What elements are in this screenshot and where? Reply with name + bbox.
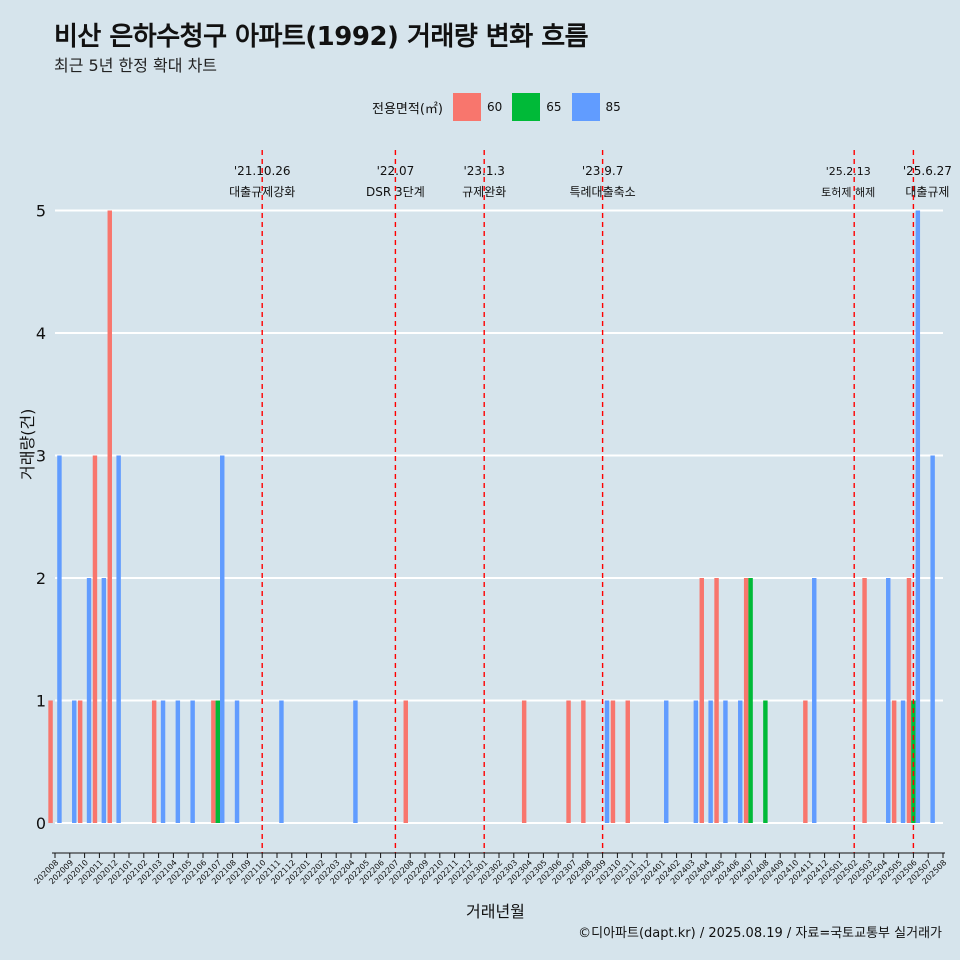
bar-85-202009 bbox=[72, 700, 77, 823]
bar-60-202103 bbox=[151, 700, 157, 823]
bar-85-202405 bbox=[723, 700, 728, 823]
legend-swatch-85 bbox=[571, 93, 600, 121]
event-date-label: '21.10.26 bbox=[234, 164, 291, 178]
bar-60-202310 bbox=[610, 700, 616, 823]
bar-85-202505 bbox=[900, 700, 906, 823]
chart-subtitle: 최근 5년 한정 확대 차트 bbox=[54, 56, 218, 75]
bar-85-202105 bbox=[190, 700, 195, 823]
bar-85-202111 bbox=[279, 700, 284, 823]
bar-60-202107 bbox=[211, 700, 216, 823]
bar-85-202008 bbox=[57, 455, 62, 823]
event-date-label: '22.07 bbox=[377, 164, 415, 178]
y-tick-label: 4 bbox=[36, 324, 46, 343]
legend-swatch-60 bbox=[452, 93, 481, 121]
legend-item-65: 65 bbox=[512, 93, 562, 121]
bar-85-202403 bbox=[693, 700, 699, 823]
x-axis-label: 거래년월 bbox=[466, 902, 525, 921]
event-name-label: 대출규제강화 bbox=[229, 185, 295, 199]
bar-85-202012 bbox=[116, 455, 121, 823]
bar-85-202507 bbox=[930, 455, 935, 823]
event-name-label: DSR 3단계 bbox=[366, 185, 425, 199]
bar-60-202506 bbox=[906, 578, 912, 823]
legend: 전용면적(㎡) 60 65 85 bbox=[372, 93, 631, 121]
legend-item-60: 60 bbox=[452, 93, 503, 121]
bar-60-202307 bbox=[566, 700, 571, 823]
y-axis-label: 거래량(건) bbox=[18, 408, 37, 480]
bar-85-202011 bbox=[101, 578, 107, 823]
event-date-label: '25.6.27 bbox=[903, 164, 952, 178]
bar-85-202010 bbox=[86, 578, 92, 823]
bar-60-202411 bbox=[803, 700, 808, 823]
legend-swatch-65 bbox=[512, 93, 541, 121]
legend-item-85: 85 bbox=[571, 93, 621, 121]
bar-60-202308 bbox=[581, 700, 586, 823]
bar-65-202407 bbox=[748, 578, 753, 823]
bar-85-202108 bbox=[234, 700, 240, 823]
bar-60-202404 bbox=[699, 578, 704, 823]
event-name-label: 규제완화 bbox=[462, 185, 506, 199]
bar-85-202104 bbox=[175, 700, 181, 823]
bar-65-202408 bbox=[763, 700, 768, 823]
bar-85-202401 bbox=[664, 700, 669, 823]
bar-60-202012 bbox=[107, 210, 112, 823]
source-caption: ©디아파트(dapt.kr) / 2025.08.19 / 자료=국토교통부 실… bbox=[578, 926, 942, 941]
y-tick-label: 3 bbox=[36, 447, 46, 466]
y-tick-label: 1 bbox=[36, 692, 46, 711]
legend-title: 전용면적(㎡) bbox=[372, 101, 443, 117]
bar-60-202304 bbox=[521, 700, 527, 823]
bar-85-202103 bbox=[160, 700, 166, 823]
event-name-label: 특례대출축소 bbox=[569, 185, 635, 199]
legend-label-65: 65 bbox=[546, 100, 562, 114]
bar-85-202404 bbox=[708, 700, 713, 823]
event-date-label: '23.9.7 bbox=[582, 164, 623, 178]
bar-85-202506 bbox=[915, 210, 921, 823]
bar-65-202107 bbox=[215, 700, 221, 823]
y-tick-label: 0 bbox=[36, 814, 46, 833]
legend-label-85: 85 bbox=[605, 100, 621, 114]
bar-60-202011 bbox=[92, 455, 98, 823]
bar-60-202008 bbox=[48, 700, 53, 823]
bar-85-202504 bbox=[886, 578, 891, 823]
bar-60-202407 bbox=[743, 578, 749, 823]
bar-60-202010 bbox=[77, 700, 83, 823]
event-name-label: 토허제 해제 bbox=[821, 185, 875, 199]
bar-85-202406 bbox=[738, 700, 743, 823]
bar-85-202309 bbox=[604, 700, 610, 823]
bar-65-202506 bbox=[911, 700, 916, 823]
event-name-label: 대출규제 bbox=[905, 185, 949, 199]
y-tick-label: 5 bbox=[36, 202, 46, 221]
y-tick-label: 2 bbox=[36, 569, 46, 588]
event-date-label: '23.1.3 bbox=[463, 164, 504, 178]
bar-60-202208 bbox=[403, 700, 408, 823]
bar-60-202405 bbox=[714, 578, 719, 823]
chart-title: 비산 은하수청구 아파트(1992) 거래량 변화 흐름 bbox=[54, 22, 589, 52]
bar-85-202411 bbox=[812, 578, 817, 823]
legend-label-60: 60 bbox=[486, 100, 503, 114]
bar-85-202204 bbox=[353, 700, 358, 823]
event-date-label: '25.2.13 bbox=[826, 165, 871, 178]
bar-60-202503 bbox=[862, 578, 867, 823]
bar-85-202107 bbox=[220, 455, 225, 823]
bar-60-202311 bbox=[625, 700, 630, 823]
bar-60-202505 bbox=[891, 700, 897, 823]
